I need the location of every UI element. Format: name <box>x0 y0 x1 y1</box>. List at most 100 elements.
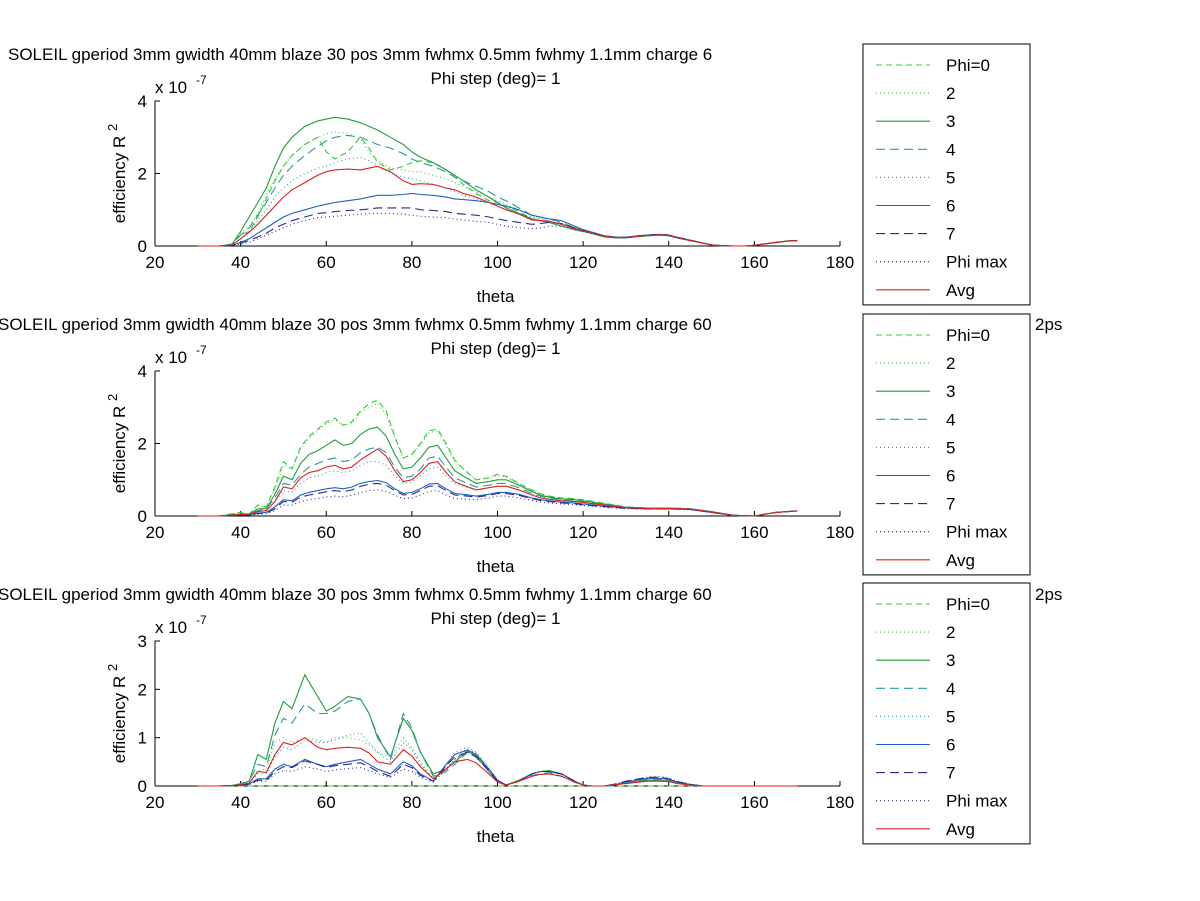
chart-panel-1: SOLEIL gperiod 3mm gwidth 40mm blaze 30 … <box>8 43 1031 306</box>
x-tick-label: 100 <box>483 793 511 812</box>
series-line-2 <box>197 131 798 247</box>
exponent-label: x 10 <box>155 78 187 97</box>
legend-label: 6 <box>946 467 955 486</box>
y-axis-label-superscript: 2 <box>105 664 120 671</box>
x-tick-label: 20 <box>146 793 165 812</box>
x-tick-label: 140 <box>655 253 683 272</box>
chart-title: SOLEIL gperiod 3mm gwidth 40mm blaze 30 … <box>8 45 712 64</box>
legend: Phi=0 2 3 4 5 6 7 Phi max Avg <box>862 582 1031 845</box>
exponent-label: x 10 <box>155 618 187 637</box>
chart-title: SOLEIL gperiod 3mm gwidth 40mm blaze 30 … <box>0 315 712 334</box>
x-axis-label: theta <box>477 557 515 576</box>
series-line-2 <box>197 736 798 787</box>
y-tick-label: 0 <box>138 237 147 256</box>
legend-label: 2 <box>946 84 955 103</box>
x-tick-label: 80 <box>402 253 421 272</box>
legend-label: 7 <box>946 225 955 244</box>
chart-title-tail: 2ps <box>1035 315 1062 334</box>
chart-title: SOLEIL gperiod 3mm gwidth 40mm blaze 30 … <box>0 585 712 604</box>
x-tick-label: 180 <box>826 793 854 812</box>
x-tick-label: 40 <box>231 793 250 812</box>
series-line-9 <box>197 448 798 517</box>
legend-box <box>862 43 1031 306</box>
legend-label: Phi max <box>946 253 1008 272</box>
x-tick-label: 160 <box>740 793 768 812</box>
legend-label: 6 <box>946 736 955 755</box>
x-tick-label: 60 <box>317 523 336 542</box>
y-axis-label-superscript: 2 <box>105 394 120 401</box>
legend-label: 3 <box>946 651 955 670</box>
legend-box <box>862 313 1031 576</box>
chart-subtitle: Phi step (deg)= 1 <box>431 69 561 88</box>
x-tick-label: 100 <box>483 523 511 542</box>
x-tick-label: 160 <box>740 253 768 272</box>
y-axis-label-superscript: 2 <box>105 124 120 131</box>
legend-label: 3 <box>946 112 955 131</box>
y-tick-label: 0 <box>138 507 147 526</box>
legend-label: Avg <box>946 820 975 839</box>
x-tick-label: 140 <box>655 793 683 812</box>
x-tick-label: 140 <box>655 523 683 542</box>
legend: Phi=0 2 3 4 5 6 7 Phi max Avg <box>862 313 1031 576</box>
legend-label: 4 <box>946 410 955 429</box>
exponent-superscript: -7 <box>196 73 207 87</box>
legend-label: 7 <box>946 764 955 783</box>
series-line-7 <box>197 751 798 787</box>
series-line-6 <box>197 749 798 787</box>
series-line-5 <box>197 732 798 787</box>
series-line-7 <box>197 482 798 517</box>
legend-label: Phi max <box>946 523 1008 542</box>
chart-title-tail: 2ps <box>1035 585 1062 604</box>
legend-label: 7 <box>946 495 955 514</box>
y-tick-label: 2 <box>138 165 147 184</box>
series-line-9 <box>197 737 798 787</box>
legend-label: Phi=0 <box>946 326 990 345</box>
legend-label: 4 <box>946 679 955 698</box>
legend-label: 5 <box>946 707 955 726</box>
legend-label: Phi=0 <box>946 595 990 614</box>
chart-subtitle: Phi step (deg)= 1 <box>431 609 561 628</box>
legend-box <box>862 582 1031 845</box>
y-tick-label: 1 <box>138 729 147 748</box>
exponent-superscript: -7 <box>196 343 207 357</box>
x-tick-label: 160 <box>740 523 768 542</box>
x-axis-label: theta <box>477 287 515 306</box>
legend-label: Phi=0 <box>946 56 990 75</box>
y-tick-label: 3 <box>138 632 147 651</box>
chart-panel-2: SOLEIL gperiod 3mm gwidth 40mm blaze 30 … <box>0 313 1062 576</box>
x-tick-label: 120 <box>569 793 597 812</box>
y-tick-label: 4 <box>138 362 147 381</box>
legend-label: Avg <box>946 281 975 300</box>
x-tick-label: 40 <box>231 523 250 542</box>
legend-label: 5 <box>946 438 955 457</box>
exponent-label: x 10 <box>155 348 187 367</box>
y-tick-label: 4 <box>138 92 147 111</box>
x-axis-label: theta <box>477 827 515 846</box>
exponent-superscript: -7 <box>196 613 207 627</box>
x-tick-label: 100 <box>483 253 511 272</box>
x-tick-label: 80 <box>402 793 421 812</box>
x-tick-label: 80 <box>402 523 421 542</box>
y-tick-label: 0 <box>138 777 147 796</box>
legend-label: Phi max <box>946 792 1008 811</box>
chart-panel-3: SOLEIL gperiod 3mm gwidth 40mm blaze 30 … <box>0 582 1062 846</box>
x-tick-label: 60 <box>317 253 336 272</box>
legend-label: 2 <box>946 354 955 373</box>
legend-label: 4 <box>946 140 955 159</box>
legend-label: 6 <box>946 197 955 216</box>
legend-label: 5 <box>946 168 955 187</box>
x-tick-label: 180 <box>826 253 854 272</box>
legend-label: 2 <box>946 623 955 642</box>
y-tick-label: 2 <box>138 435 147 454</box>
x-tick-label: 20 <box>146 523 165 542</box>
x-tick-label: 120 <box>569 253 597 272</box>
y-tick-label: 2 <box>138 680 147 699</box>
series-line-3 <box>197 673 798 787</box>
legend: Phi=0 2 3 4 5 6 7 Phi max Avg <box>862 43 1031 306</box>
x-tick-label: 120 <box>569 523 597 542</box>
x-tick-label: 60 <box>317 793 336 812</box>
x-tick-label: 40 <box>231 253 250 272</box>
legend-label: 3 <box>946 382 955 401</box>
x-tick-label: 180 <box>826 523 854 542</box>
